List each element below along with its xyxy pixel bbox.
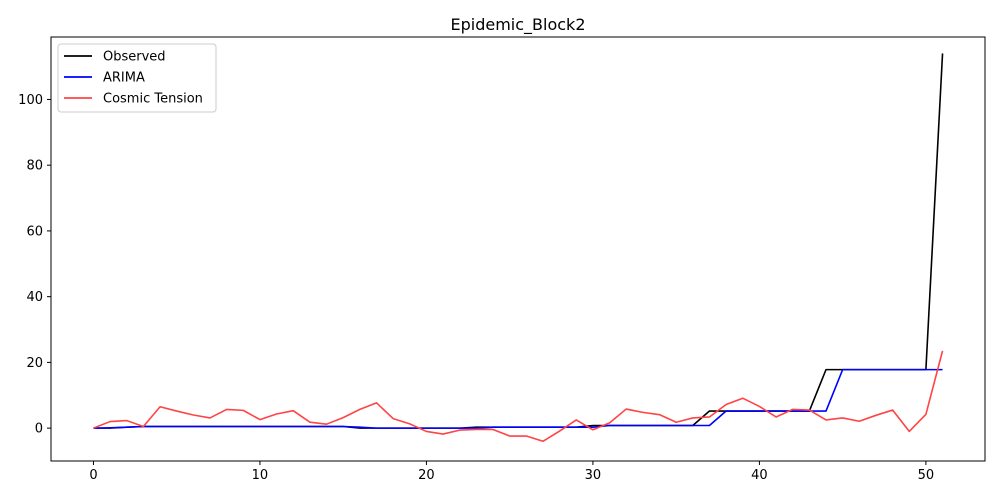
x-tick-label: 50 — [918, 468, 935, 483]
x-axis: 0 10 20 30 40 50 — [89, 461, 934, 483]
x-tick-label: 20 — [418, 468, 435, 483]
x-tick-label: 10 — [252, 468, 269, 483]
legend-label-cosmic-tension: Cosmic Tension — [103, 92, 203, 107]
x-tick-label: 0 — [89, 468, 97, 483]
legend: Observed ARIMA Cosmic Tension — [57, 43, 217, 113]
x-tick-label: 30 — [585, 468, 602, 483]
legend-label-observed: Observed — [103, 50, 166, 65]
series-lines — [93, 53, 944, 443]
legend-label-arima: ARIMA — [103, 71, 145, 86]
x-tick-label: 40 — [751, 468, 768, 483]
y-tick-label: 40 — [26, 290, 43, 305]
chart-title: Epidemic_Block2 — [451, 15, 586, 35]
legend-box — [57, 43, 217, 113]
series-line-cosmic-tension — [93, 350, 944, 443]
y-tick-label: 0 — [35, 422, 43, 437]
y-tick-label: 80 — [26, 159, 43, 174]
y-tick-label: 20 — [26, 356, 43, 371]
y-tick-label: 100 — [18, 93, 43, 108]
series-line-arima — [93, 368, 943, 429]
y-axis: 0 20 40 60 80 100 — [18, 93, 51, 437]
y-tick-label: 60 — [26, 224, 43, 239]
